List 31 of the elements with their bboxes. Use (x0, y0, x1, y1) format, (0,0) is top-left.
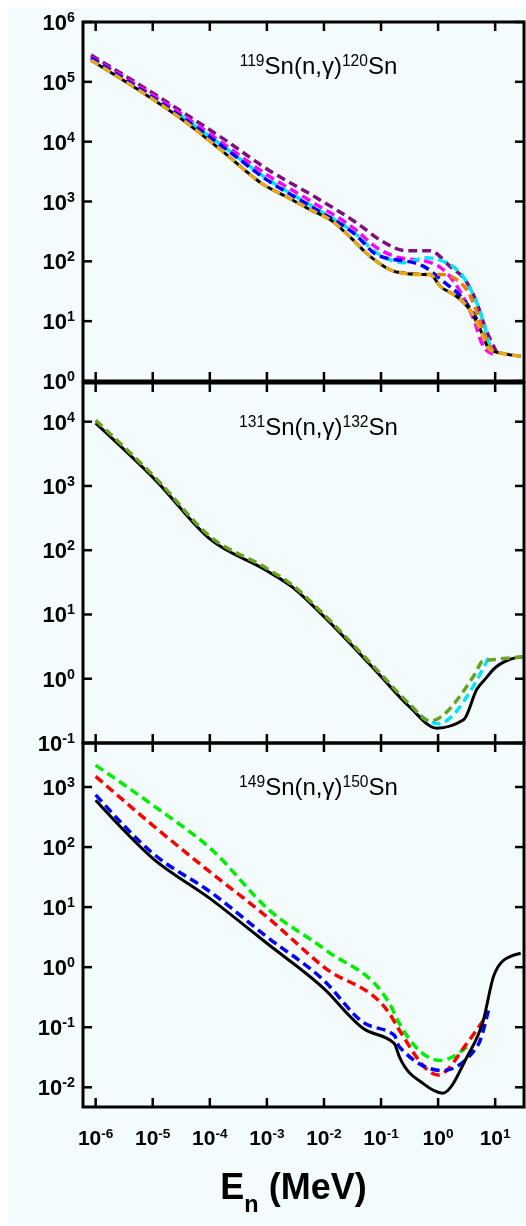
y-tick-label: 10$^{-2}$ (37, 1074, 76, 1101)
x-tick-label: 10$^{-2}$ (306, 1125, 343, 1149)
y-tick-label: 10$^{3}$ (42, 188, 76, 215)
y-tick-label: 10$^{1}$ (42, 308, 76, 335)
y-tick-label: 10$^{-1}$ (37, 730, 76, 756)
text: $^{149}$Sn(n,γ)$^{150}$Sn (239, 772, 398, 800)
x-tick-label: 10$^{1}$ (479, 1125, 512, 1149)
y-tick-label: 10$^{2}$ (42, 834, 76, 861)
y-tick-label: 10$^{4}$ (42, 408, 76, 435)
y-tick-label: 10$^{0}$ (42, 368, 76, 394)
text: $^{131}$Sn(n,γ)$^{132}$Sn (239, 412, 398, 440)
y-tick-label: 10$^{0}$ (42, 665, 76, 692)
x-tick-label: 10$^{-4}$ (192, 1125, 228, 1149)
x-axis-title: E$_{n}$ (MeV) (220, 1166, 367, 1217)
y-tick-label: 10$^{2}$ (42, 248, 76, 275)
x-tick-label: 10$^{-5}$ (134, 1125, 171, 1149)
y-tick-label: 10$^{1}$ (42, 894, 76, 921)
x-tick-label: 10$^{-6}$ (77, 1125, 114, 1149)
x-tick-label: 10$^{0}$ (422, 1125, 454, 1149)
y-tick-label: 10$^{3}$ (42, 773, 76, 800)
x-tick-label: 10$^{-1}$ (363, 1125, 400, 1149)
y-tick-label: 10$^{6}$ (42, 9, 76, 35)
x-tick-label: 10$^{-3}$ (249, 1125, 286, 1149)
y-tick-label: 10$^{4}$ (42, 128, 76, 155)
y-tick-label: 10$^{0}$ (42, 954, 76, 981)
y-tick-label: 10$^{-1}$ (37, 1014, 76, 1041)
text: $^{119}$Sn(n,γ)$^{120}$Sn (239, 51, 398, 79)
y-tick-label: 10$^{5}$ (42, 68, 76, 95)
y-tick-label: 10$^{2}$ (42, 537, 76, 564)
y-tick-label: 10$^{1}$ (42, 601, 76, 628)
y-tick-label: 10$^{3}$ (42, 472, 76, 499)
